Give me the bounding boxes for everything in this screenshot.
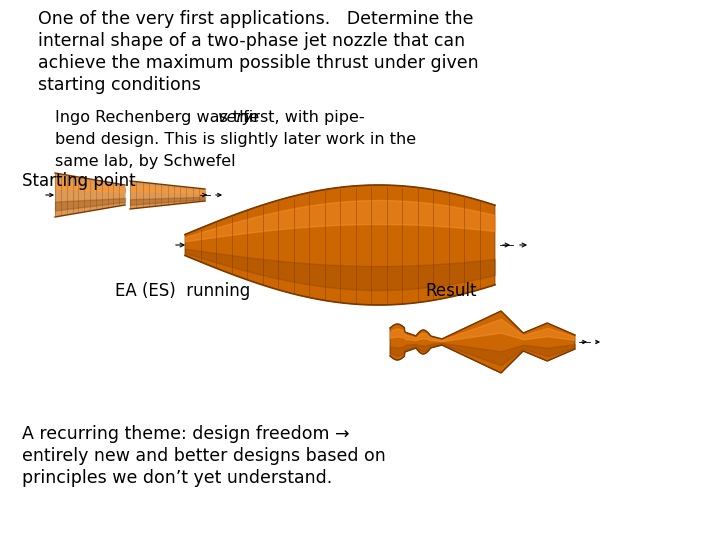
Text: entirely new and better designs based on: entirely new and better designs based on — [22, 447, 386, 465]
Text: very: very — [218, 110, 253, 125]
Polygon shape — [185, 185, 495, 305]
Text: Result: Result — [425, 282, 477, 300]
Text: A recurring theme: design freedom →: A recurring theme: design freedom → — [22, 425, 349, 443]
Text: first, with pipe-: first, with pipe- — [238, 110, 364, 125]
Text: Starting point: Starting point — [22, 172, 135, 190]
Text: achieve the maximum possible thrust under given: achieve the maximum possible thrust unde… — [38, 54, 479, 72]
Text: internal shape of a two-phase jet nozzle that can: internal shape of a two-phase jet nozzle… — [38, 32, 465, 50]
Text: bend design. This is slightly later work in the: bend design. This is slightly later work… — [55, 132, 416, 147]
Polygon shape — [390, 311, 575, 373]
Text: Ingo Rechenberg was the: Ingo Rechenberg was the — [55, 110, 264, 125]
Text: EA (ES)  running: EA (ES) running — [115, 282, 251, 300]
Text: same lab, by Schwefel: same lab, by Schwefel — [55, 154, 235, 169]
Text: starting conditions: starting conditions — [38, 76, 201, 94]
Text: One of the very first applications.   Determine the: One of the very first applications. Dete… — [38, 10, 474, 28]
Text: principles we don’t yet understand.: principles we don’t yet understand. — [22, 469, 332, 487]
